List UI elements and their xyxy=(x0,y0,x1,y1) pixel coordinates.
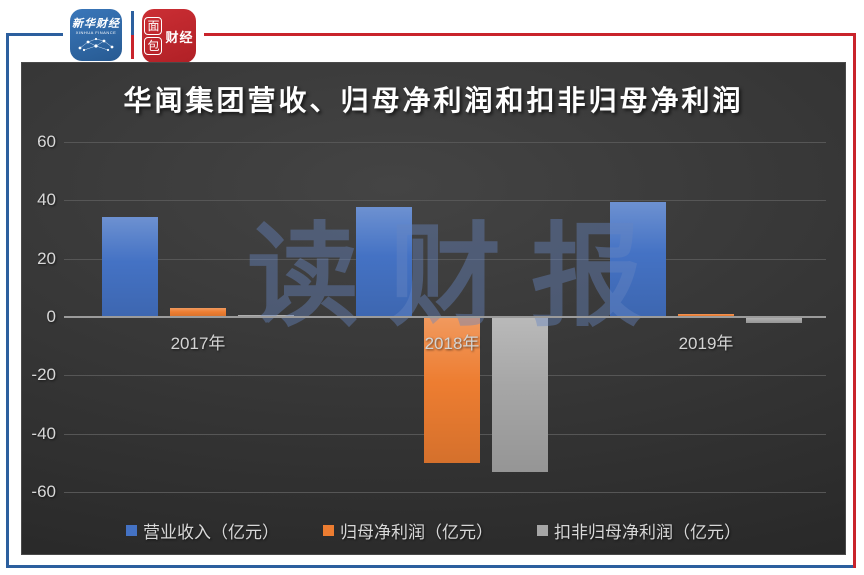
bar-series0-2017年 xyxy=(102,216,158,317)
xinhua-logo-subtext: XINHUA FINANCE xyxy=(75,30,117,35)
bar-series2-2018年 xyxy=(492,317,548,472)
frame-line-top-left xyxy=(6,33,63,36)
legend-item-0: 营业收入（亿元） xyxy=(126,518,279,543)
x-axis-label-2019年: 2019年 xyxy=(678,334,734,353)
chart-panel: 华闻集团营收、归母净利润和扣非归母净利润 60 40 20 0 -20 -40 -60 201… xyxy=(21,62,846,555)
bread-logo-char-top: 面 xyxy=(144,17,163,35)
legend-item-2: 扣非归母净利润（亿元） xyxy=(537,518,741,543)
bread-logo-char-bottom: 包 xyxy=(144,37,163,55)
gridline--60 xyxy=(64,492,826,493)
legend-label-0: 营业收入（亿元） xyxy=(143,523,279,542)
logo-divider xyxy=(131,11,134,59)
xinhua-finance-logo: 新华财经 XINHUA FINANCE xyxy=(70,9,122,61)
bar-series1-2018年 xyxy=(424,317,480,464)
breadfinance-logo: 面 包 财经 xyxy=(142,9,196,63)
y-axis-tick-60: 60 xyxy=(37,132,56,151)
gridline-20 xyxy=(64,258,826,260)
legend-swatch-2 xyxy=(537,525,548,536)
gridline-40 xyxy=(64,200,826,202)
legend-swatch-1 xyxy=(323,525,334,536)
bar-series1-2017年 xyxy=(170,307,226,317)
legend-label-2: 扣非归母净利润（亿元） xyxy=(554,523,741,542)
frame-line-left xyxy=(6,33,9,568)
divider-red-half xyxy=(131,35,134,59)
bar-series0-2019年 xyxy=(610,202,666,317)
gridline-0 xyxy=(64,316,826,318)
chart-title: 华闻集团营收、归母净利润和扣非归母净利润 xyxy=(123,85,744,116)
y-axis-tick--20: -20 xyxy=(31,365,56,385)
y-axis-tick-20: 20 xyxy=(37,248,56,268)
watermark-text: 读财报 xyxy=(247,214,673,339)
bar-series1-2019年 xyxy=(678,314,734,317)
y-axis-tick--60: -60 xyxy=(31,482,56,501)
y-axis-tick-0: 0 xyxy=(46,307,56,326)
bar-series0-2018年 xyxy=(356,206,412,317)
frame-line-top-right xyxy=(204,33,856,36)
bread-logo-text: 财经 xyxy=(165,29,194,45)
xinhua-logo-text: 新华财经 xyxy=(72,18,120,30)
x-axis-label-2017年: 2017年 xyxy=(170,334,226,353)
divider-blue-half xyxy=(131,11,134,35)
constellation-icon xyxy=(78,37,114,52)
bar-series2-2019年 xyxy=(746,317,802,323)
legend-label-1: 归母净利润（亿元） xyxy=(340,523,493,542)
frame-line-bottom xyxy=(6,565,856,568)
y-axis-tick--40: -40 xyxy=(31,423,56,443)
frame-line-right xyxy=(853,33,856,568)
legend-swatch-0 xyxy=(126,525,137,536)
chart-legend: 营业收入（亿元） 归母净利润（亿元） 扣非归母净利润（亿元） xyxy=(22,518,845,543)
x-axis-label-2018年: 2018年 xyxy=(424,334,480,353)
y-axis-tick-40: 40 xyxy=(37,190,56,210)
legend-item-1: 归母净利润（亿元） xyxy=(323,518,493,543)
gridline-60 xyxy=(64,142,826,143)
